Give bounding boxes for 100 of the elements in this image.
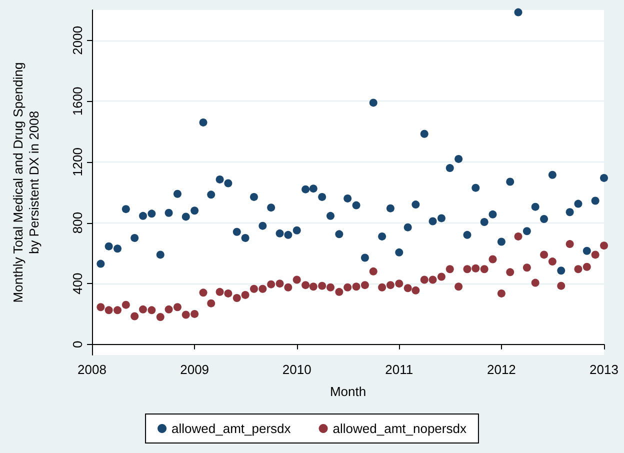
point (318, 282, 326, 290)
x-tick-label: 2013 (590, 362, 618, 377)
point (446, 164, 454, 172)
point (224, 179, 232, 188)
point (190, 206, 199, 215)
y-tick-label: 1200 (70, 148, 85, 176)
point (318, 192, 326, 201)
point (514, 232, 522, 240)
point (480, 265, 488, 274)
x-tick-label: 2011 (385, 362, 414, 377)
legend-label: allowed_amt_nopersdx (332, 421, 467, 436)
y-tick-label: 0 (70, 340, 85, 348)
point (344, 194, 352, 202)
point (96, 303, 105, 312)
point (130, 312, 139, 320)
point (114, 244, 122, 253)
point (326, 283, 334, 292)
point (566, 240, 574, 248)
x-axis-title: Month (330, 384, 366, 399)
point (472, 184, 480, 192)
point (522, 227, 531, 236)
point (182, 212, 190, 221)
point (360, 281, 369, 290)
point (463, 265, 472, 274)
point (173, 303, 182, 312)
legend-label: allowed_amt_persdx (172, 421, 292, 436)
point (164, 305, 173, 314)
point (216, 175, 224, 184)
point (148, 306, 156, 314)
point (148, 210, 156, 218)
point (454, 154, 463, 163)
point (130, 234, 139, 242)
point (574, 200, 582, 208)
point (207, 190, 216, 199)
point (437, 214, 446, 222)
point (352, 282, 360, 291)
point (156, 250, 164, 259)
point (122, 205, 130, 214)
point (472, 264, 480, 272)
point (497, 238, 506, 246)
y-tick-label: 400 (70, 272, 85, 294)
point (600, 242, 608, 250)
x-tick-label: 2008 (78, 362, 106, 377)
point (404, 223, 412, 232)
point (173, 190, 182, 198)
point (488, 255, 497, 264)
x-tick-label: 2009 (180, 362, 210, 377)
y-tick-label: 2000 (70, 26, 85, 55)
x-tick-label: 2012 (486, 362, 516, 377)
point (454, 282, 463, 291)
point (207, 299, 216, 308)
point (267, 280, 276, 288)
point (378, 283, 386, 292)
point (497, 289, 506, 298)
point (344, 283, 352, 292)
point (412, 200, 420, 209)
point (522, 264, 531, 272)
point (360, 254, 369, 262)
point (428, 276, 437, 284)
point (241, 234, 250, 242)
point (267, 204, 276, 212)
point (600, 174, 608, 182)
point (582, 262, 591, 271)
point (531, 278, 540, 287)
point (284, 283, 292, 292)
point (488, 210, 497, 218)
point (352, 201, 360, 210)
point (548, 170, 556, 179)
point (420, 130, 428, 138)
point (566, 208, 574, 216)
point (104, 306, 113, 314)
point (404, 284, 412, 292)
point (199, 118, 208, 126)
point (190, 310, 199, 318)
point (292, 276, 301, 284)
point (540, 214, 548, 223)
point (258, 284, 267, 293)
point (302, 281, 310, 290)
point (514, 8, 522, 16)
point (369, 267, 378, 276)
point (591, 250, 600, 259)
point (276, 229, 284, 238)
point (258, 222, 267, 230)
y-axis-title: Monthly Total Medical and Drug Spending by Persistent DX in 2008 (10, 62, 42, 303)
point (557, 266, 566, 275)
point (480, 218, 488, 226)
point (224, 289, 232, 298)
point (232, 228, 241, 236)
point (428, 217, 437, 226)
point (139, 212, 148, 220)
point (540, 250, 548, 259)
point (335, 288, 344, 296)
point (506, 178, 514, 186)
point (463, 230, 472, 239)
point (276, 280, 284, 288)
point (591, 196, 600, 205)
point (309, 282, 318, 291)
point (335, 230, 344, 238)
point (164, 208, 173, 217)
point (369, 98, 378, 107)
